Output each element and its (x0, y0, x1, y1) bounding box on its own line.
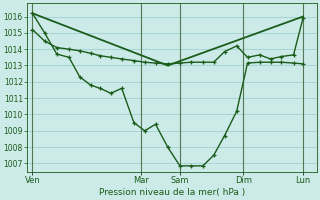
X-axis label: Pression niveau de la mer( hPa ): Pression niveau de la mer( hPa ) (99, 188, 245, 197)
